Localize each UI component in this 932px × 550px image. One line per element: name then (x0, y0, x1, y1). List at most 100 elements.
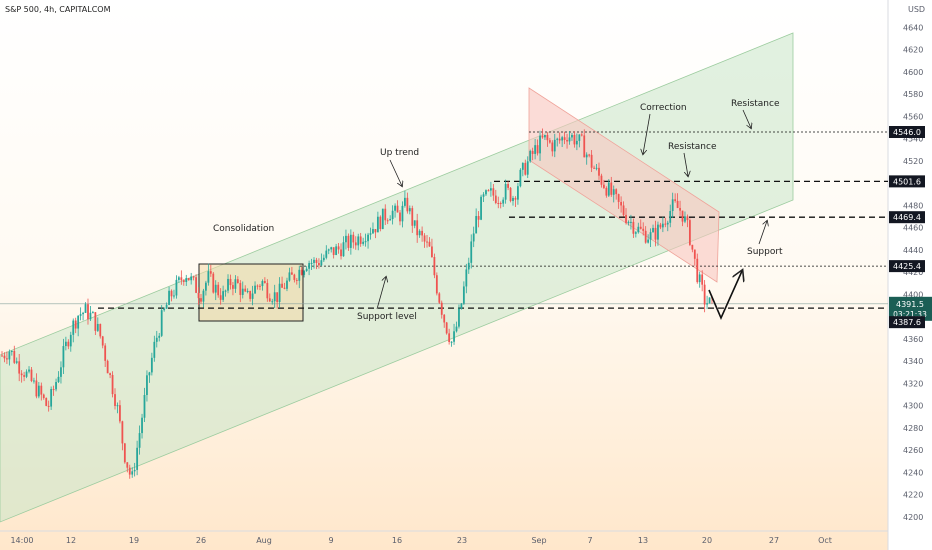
time-tick: 20 (702, 536, 712, 545)
candle-body (10, 350, 13, 352)
candle-body (580, 134, 583, 136)
candle-body (657, 224, 659, 240)
candle-body (33, 380, 35, 382)
candle-body (573, 134, 576, 145)
candle-body (207, 271, 210, 283)
candle-body (82, 312, 84, 315)
candle-body (1, 355, 3, 357)
candle-body (644, 230, 647, 243)
candle-body (18, 361, 21, 374)
price-labels: 4546.0 4501.6 4469.4 4425.4 4391.503:21:3343… (889, 126, 932, 329)
candle-body (445, 322, 448, 334)
candle-body (286, 280, 288, 289)
candle-body (460, 303, 463, 309)
candle-body (497, 202, 500, 204)
candle-body (111, 374, 114, 395)
candle-body (87, 304, 89, 320)
annotation-up-trend: Up trend (380, 148, 419, 158)
annotation-resistance-upper: Resistance (731, 99, 780, 109)
candle-body (435, 275, 438, 294)
currency-label: USD (908, 5, 925, 14)
candle-body (448, 333, 451, 342)
candle-body (234, 279, 237, 289)
candle-body (666, 222, 669, 225)
candle-body (256, 285, 259, 287)
candle-body (146, 375, 148, 396)
candle-body (676, 200, 679, 208)
arrow-resistance-upper (742, 109, 751, 128)
candle-body (524, 162, 527, 175)
candle-body (691, 244, 694, 250)
price-tick: 4560 (903, 112, 923, 121)
candle-body (421, 230, 424, 236)
candle-body (276, 292, 279, 303)
price-tick: 4200 (903, 513, 923, 522)
candle-body (367, 234, 369, 242)
candle-body (212, 273, 215, 293)
candle-body (396, 205, 399, 213)
candle-body (568, 137, 571, 142)
candle-body (706, 303, 708, 305)
candle-body (222, 291, 225, 300)
candle-body (391, 210, 394, 220)
candle-body (327, 249, 330, 251)
candle-body (492, 188, 495, 196)
candle-body (209, 271, 212, 274)
price-label-value: 4387.6 (893, 318, 921, 327)
candle-body (669, 211, 672, 223)
candle-body (283, 287, 286, 289)
candle-body (679, 207, 681, 211)
candle-body (440, 302, 443, 315)
candle-body (551, 142, 554, 152)
candle-body (600, 175, 603, 185)
candle-body (150, 357, 153, 373)
candle-body (485, 190, 487, 195)
candle-body (214, 284, 217, 293)
candle-body (175, 279, 178, 296)
candle-body (423, 235, 426, 242)
candle-body (359, 236, 362, 244)
price-tick: 4580 (903, 90, 923, 99)
candle-body (438, 293, 441, 303)
candle-body (40, 385, 43, 395)
time-tick: 19 (129, 536, 139, 545)
candle-body (99, 323, 102, 337)
candle-body (703, 284, 706, 305)
candle-body (389, 219, 392, 221)
candle-body (404, 197, 406, 206)
candle-body (310, 262, 313, 264)
candle-body (330, 247, 333, 250)
candle-body (372, 229, 374, 234)
candle-body (64, 341, 67, 347)
candle-body (647, 239, 650, 243)
candle-body (182, 280, 185, 282)
candle-body (544, 134, 546, 138)
candle-body (50, 389, 53, 407)
candle-body (163, 308, 166, 311)
candle-body (512, 197, 514, 202)
candle-body (598, 167, 600, 176)
candle-body (556, 138, 559, 140)
arrow-up-trend (389, 159, 402, 186)
candle-body (340, 249, 342, 257)
candle-body (475, 216, 478, 234)
candle-body (74, 320, 77, 329)
candle-body (155, 337, 158, 342)
time-axis: 14:00 12 19 26 Aug 9 16 23 Sep 7 13 20 27 Oct (10, 536, 831, 545)
candle-body (352, 234, 355, 243)
price-label-value: 4546.0 (893, 128, 921, 137)
price-tick: 4600 (903, 68, 923, 77)
price-label-badge (889, 316, 925, 329)
candle-body (455, 326, 458, 332)
candle-body (467, 262, 470, 270)
candle-body (593, 167, 595, 169)
candle-body (288, 272, 291, 281)
candle-body (249, 291, 252, 299)
candle-body (200, 298, 202, 302)
candle-body (8, 351, 11, 360)
candle-body (259, 285, 261, 287)
candle-body (541, 135, 544, 138)
candle-body (671, 199, 674, 212)
candle-body (529, 150, 532, 162)
